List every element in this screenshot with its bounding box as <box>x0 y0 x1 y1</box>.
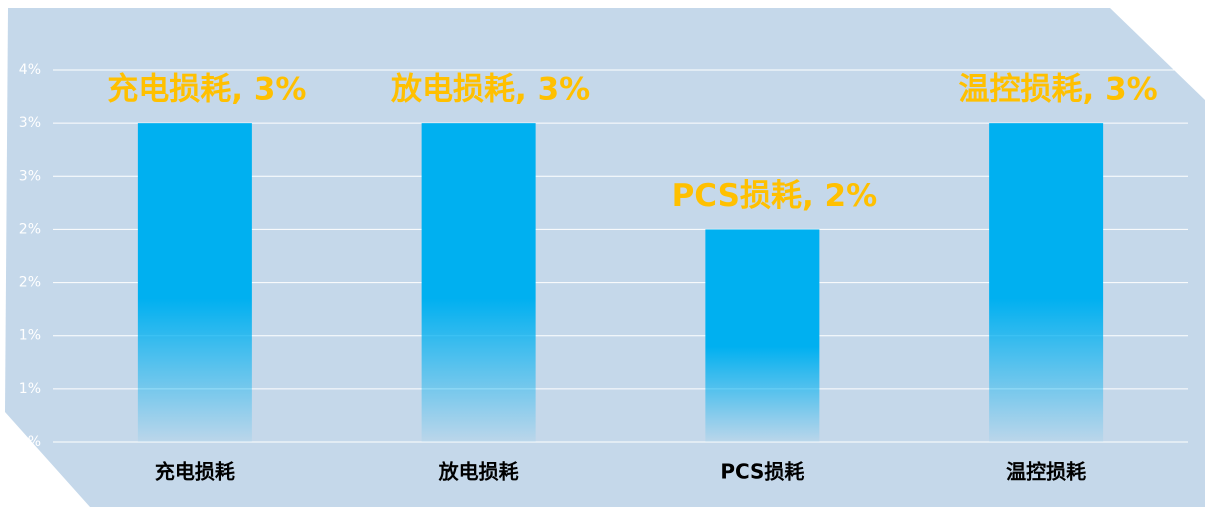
y-tick-label: 2% <box>19 275 41 291</box>
bar <box>705 229 820 442</box>
x-tick-label: PCS损耗 <box>720 460 804 484</box>
bar <box>421 123 536 443</box>
chart-background <box>5 8 1205 507</box>
y-tick-label: 1% <box>19 381 41 397</box>
bar <box>989 123 1104 443</box>
data-label: 放电损耗, 3% <box>390 72 590 108</box>
data-label: 温控损耗, 3% <box>959 72 1158 108</box>
x-tick-label: 充电损耗 <box>155 460 235 484</box>
y-tick-label: 2% <box>19 221 41 237</box>
x-tick-label: 温控损耗 <box>1006 460 1086 484</box>
y-tick-label: 1% <box>19 328 41 344</box>
x-tick-label: 放电损耗 <box>438 460 519 484</box>
bar <box>137 123 252 443</box>
data-label: PCS损耗, 2% <box>672 178 878 214</box>
y-tick-label: 3% <box>19 168 41 184</box>
data-label: 充电损耗, 3% <box>107 72 306 108</box>
y-tick-label: 4% <box>19 62 41 78</box>
y-tick-label: 3% <box>19 115 41 131</box>
y-tick-label: 0% <box>19 434 41 450</box>
